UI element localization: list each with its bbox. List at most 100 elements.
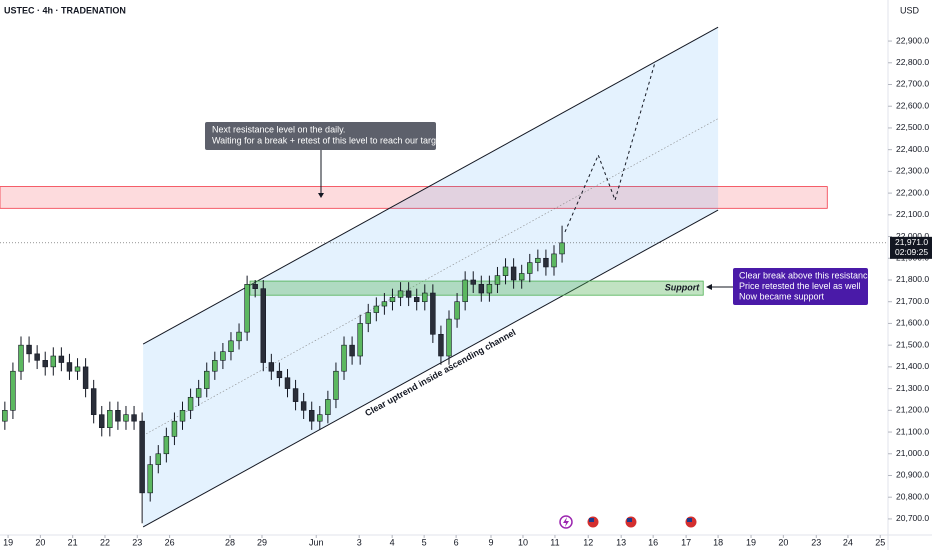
candle-body — [107, 410, 113, 428]
x-tick-label: 28 — [225, 537, 235, 547]
x-tick-label: 21 — [68, 537, 78, 547]
y-tick-label: 22,200.0 — [896, 187, 929, 197]
candle-body — [535, 257, 541, 263]
y-tick-label: 22,100.0 — [896, 209, 929, 219]
x-tick-label: 9 — [488, 537, 493, 547]
annotation-text: Now became support — [739, 291, 825, 301]
countdown-label: 02:09:25 — [895, 247, 928, 257]
candle-body — [195, 388, 202, 398]
candle-body — [10, 370, 16, 411]
candle-body — [559, 242, 565, 255]
y-tick-label: 22,300.0 — [896, 166, 929, 176]
y-tick-label: 22,700.0 — [896, 79, 929, 89]
candle-body — [405, 290, 412, 298]
y-tick-label: 21,700.0 — [896, 296, 929, 306]
arrow-head — [318, 193, 324, 198]
candle-body — [422, 292, 428, 303]
event-icon-glyph — [563, 517, 569, 527]
chart-title: USTEC · 4h · TRADENATION — [4, 5, 126, 15]
x-tick-label: 18 — [713, 537, 723, 547]
channel-lower — [142, 209, 719, 528]
candle-body — [155, 453, 162, 465]
x-tick-label: 29 — [257, 537, 267, 547]
candle-body — [333, 370, 339, 400]
x-tick-label: 25 — [875, 537, 885, 547]
candle-body — [325, 399, 331, 415]
candle-body — [381, 301, 388, 307]
candle-body — [518, 273, 525, 281]
candle-body — [349, 344, 355, 357]
x-tick-label: 17 — [681, 537, 691, 547]
y-tick-label: 21,800.0 — [896, 274, 929, 284]
candle-body — [252, 284, 258, 289]
candle-body — [365, 312, 371, 324]
y-tick-label: 22,800.0 — [896, 57, 929, 67]
x-tick-label: 19 — [746, 537, 756, 547]
candle-body — [341, 344, 347, 372]
candle-body — [373, 305, 380, 313]
candle-body — [551, 253, 557, 268]
x-tick-label: 5 — [422, 537, 427, 547]
x-tick-label: 10 — [518, 537, 528, 547]
x-tick-label: 26 — [165, 537, 175, 547]
candle-body — [236, 331, 242, 342]
x-tick-label: 20 — [35, 537, 45, 547]
candle-body — [357, 323, 363, 357]
candle-body — [74, 366, 81, 372]
candle-body — [413, 297, 420, 303]
y-tick-label: 20,700.0 — [896, 513, 929, 523]
support-zone — [249, 280, 704, 296]
flag-canton — [589, 518, 594, 522]
x-tick-label: 22 — [100, 537, 110, 547]
candle-body — [163, 436, 170, 455]
y-tick-label: 21,100.0 — [896, 426, 929, 436]
annotation-text: Waiting for a break + retest of this lev… — [212, 135, 444, 145]
y-tick-label: 21,600.0 — [896, 318, 929, 328]
x-tick-label: 12 — [583, 537, 593, 547]
candle-body — [228, 340, 234, 352]
x-tick-label: 13 — [616, 537, 626, 547]
arrow-head — [706, 284, 712, 290]
candle-body — [462, 279, 468, 303]
candle-body — [2, 410, 8, 422]
candle-body — [212, 360, 218, 372]
channel-mid — [142, 118, 719, 436]
channel-upper — [142, 26, 719, 345]
candle-body — [543, 257, 549, 268]
candle-body — [260, 288, 266, 363]
currency: USD — [900, 5, 920, 15]
x-tick-label: 20 — [778, 537, 788, 547]
candle-body — [123, 414, 129, 422]
annotation-text: Clear break above this resistance. — [739, 270, 875, 280]
x-tick-label: 11 — [550, 537, 559, 547]
candle-body — [397, 290, 404, 298]
candle-body — [115, 410, 121, 422]
y-tick-label: 21,400.0 — [896, 361, 929, 371]
flag-canton — [627, 518, 632, 522]
candle-body — [34, 353, 40, 361]
candle-body — [470, 279, 476, 285]
candle-body — [454, 301, 460, 320]
candle-body — [244, 284, 250, 333]
flag-canton — [687, 518, 692, 522]
candle-body — [139, 420, 145, 494]
x-tick-label: 3 — [357, 537, 362, 547]
candle-body — [268, 362, 275, 372]
candle-body — [502, 266, 509, 276]
y-tick-label: 20,900.0 — [896, 470, 929, 480]
y-tick-label: 22,900.0 — [896, 35, 929, 45]
candle-body — [131, 414, 137, 422]
y-tick-label: 21,500.0 — [896, 339, 929, 349]
x-tick-label: 19 — [3, 537, 13, 547]
candle-body — [90, 388, 97, 415]
candle-body — [527, 262, 533, 274]
annotation-box — [205, 122, 436, 150]
candle-body — [171, 420, 178, 437]
y-tick-label: 22,600.0 — [896, 100, 929, 110]
y-tick-label: 22,500.0 — [896, 122, 929, 132]
candle-body — [510, 266, 517, 281]
candle-body — [42, 360, 48, 368]
candle-body — [187, 396, 194, 411]
